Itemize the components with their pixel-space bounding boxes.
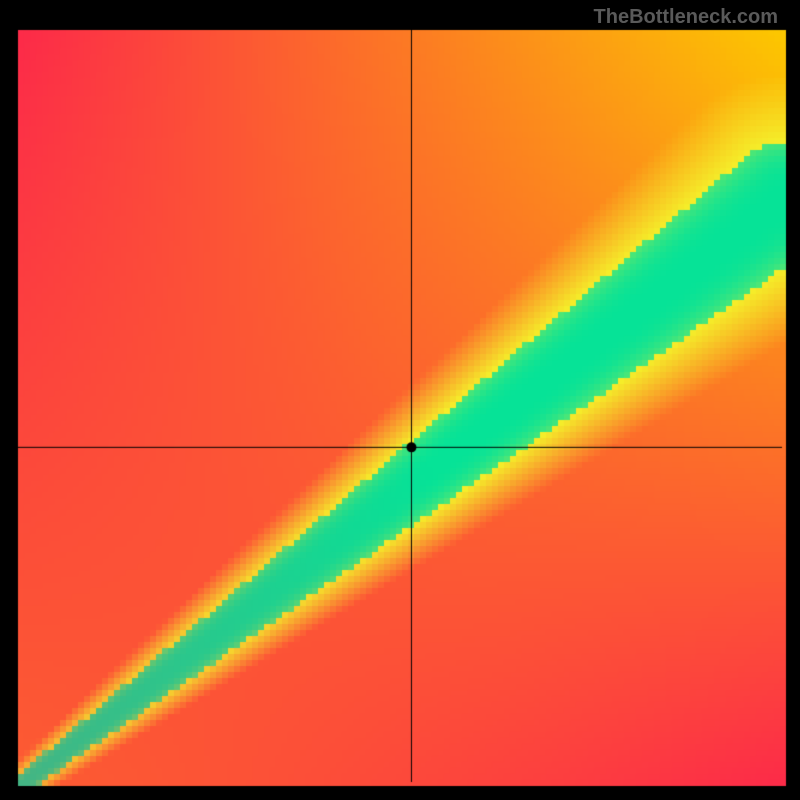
chart-container: TheBottleneck.com [0,0,800,800]
watermark-text: TheBottleneck.com [594,6,778,29]
heatmap-canvas [0,0,800,800]
